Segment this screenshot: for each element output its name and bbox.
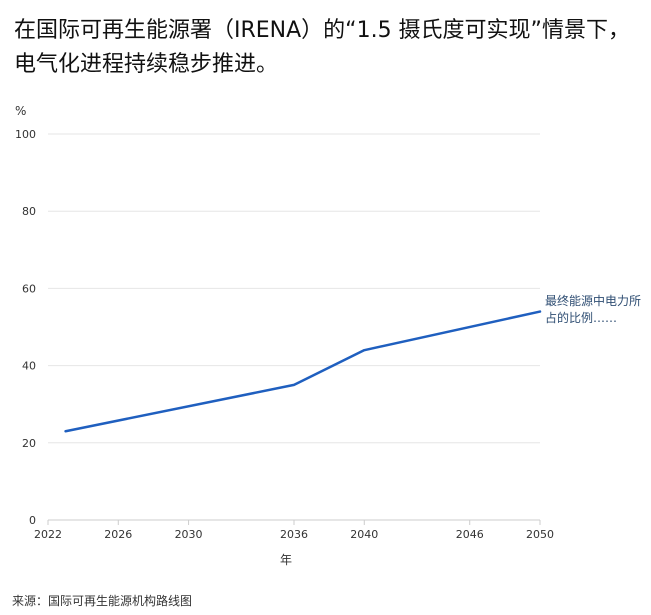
chart-title: 在国际可再生能源署（IRENA）的“1.5 摄氏度可实现”情景下，电气化进程持续… — [14, 18, 630, 77]
y-tick-label-60: 60 — [22, 282, 36, 295]
x-tick-label-2040: 2040 — [350, 528, 378, 541]
x-tick-label-2050: 2050 — [526, 528, 554, 541]
x-tick-label-2030: 2030 — [175, 528, 203, 541]
y-tick-label-0: 0 — [29, 514, 36, 527]
y-axis-unit: % — [15, 104, 27, 118]
x-tick-label-2022: 2022 — [34, 528, 62, 541]
x-axis-title: 年 — [280, 553, 292, 567]
series-label: 最终能源中电力所占的比例…… — [545, 294, 642, 325]
series-line-0 — [64, 310, 542, 433]
x-tick-label-2026: 2026 — [104, 528, 132, 541]
y-tick-label-100: 100 — [15, 128, 36, 141]
y-tick-label-20: 20 — [22, 437, 36, 450]
x-tick-label-2046: 2046 — [456, 528, 484, 541]
y-tick-label-80: 80 — [22, 205, 36, 218]
source-note: 来源：国际可再生能源机构路线图 — [12, 594, 193, 608]
x-tick-label-2036: 2036 — [280, 528, 308, 541]
y-tick-label-40: 40 — [22, 360, 36, 373]
